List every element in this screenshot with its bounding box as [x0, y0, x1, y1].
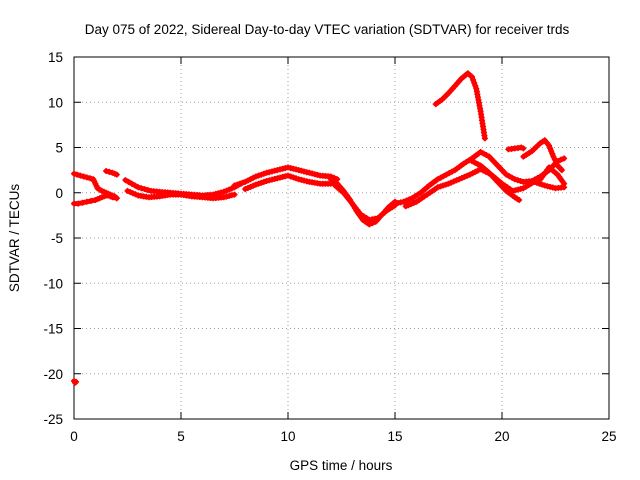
data-point — [138, 185, 145, 192]
data-point — [74, 171, 81, 178]
data-point — [561, 155, 568, 162]
point-group — [327, 176, 398, 228]
grid-lines — [74, 57, 609, 419]
data-point — [561, 180, 568, 187]
y-tick-label: 5 — [55, 141, 63, 156]
point-group — [124, 187, 238, 202]
data-point — [141, 186, 148, 193]
x-tick-label: 20 — [494, 429, 509, 444]
data-point — [511, 176, 518, 183]
y-tick-labels: -25 -20 -15 -10 -5 0 5 10 15 — [43, 50, 63, 427]
data-point — [73, 378, 80, 385]
data-point — [83, 174, 90, 181]
data-point — [406, 196, 413, 203]
x-tick-label: 5 — [177, 429, 185, 444]
y-tick-label: -20 — [43, 367, 63, 382]
data-point — [83, 198, 90, 205]
x-tick-labels: 0 5 10 15 20 25 — [70, 429, 616, 444]
y-tick-label: 0 — [55, 186, 63, 201]
data-point — [470, 76, 477, 83]
data-point — [128, 180, 135, 187]
data-point — [558, 167, 565, 174]
point-group — [505, 144, 527, 153]
data-point — [231, 191, 238, 198]
data-point — [113, 171, 120, 178]
data-point — [472, 82, 479, 89]
data-point — [106, 168, 113, 175]
data-point — [72, 379, 79, 386]
data-point — [77, 172, 84, 179]
x-tick-label: 10 — [280, 429, 295, 444]
chart-title: Day 075 of 2022, Sidereal Day-to-day VTE… — [85, 22, 570, 37]
point-group — [469, 158, 523, 203]
y-tick-label: 15 — [48, 50, 63, 65]
data-point — [244, 185, 251, 191]
data-point — [87, 175, 94, 182]
data-point — [516, 197, 523, 203]
point-group — [103, 168, 120, 178]
point-group — [432, 70, 488, 142]
point-group — [71, 170, 120, 202]
data-point — [88, 197, 95, 204]
x-tick-label: 25 — [601, 429, 616, 444]
axis-ticks — [73, 56, 610, 420]
data-point — [79, 199, 86, 206]
data-point — [514, 177, 521, 184]
data-point — [517, 178, 524, 184]
data-point — [557, 156, 564, 163]
data-point — [122, 177, 129, 184]
data-point — [481, 135, 488, 142]
y-tick-label: 10 — [48, 95, 63, 110]
data-point — [103, 168, 110, 174]
data-point — [403, 197, 410, 204]
point-group — [242, 172, 334, 193]
y-axis-label: SDTVAR / TECUs — [7, 184, 22, 293]
y-tick-label: -10 — [43, 276, 63, 291]
data-point — [471, 79, 478, 86]
y-tick-label: -5 — [51, 231, 63, 246]
data-point — [132, 182, 138, 189]
data-point — [75, 200, 82, 207]
x-axis-label: GPS time / hours — [290, 458, 393, 473]
y-tick-label: -25 — [43, 412, 63, 427]
data-marks — [71, 70, 568, 386]
point-group — [71, 378, 80, 386]
data-point — [71, 170, 77, 177]
y-tick-label: -15 — [43, 322, 63, 337]
x-tick-label: 0 — [70, 429, 78, 444]
data-point — [135, 184, 142, 191]
x-tick-label: 15 — [387, 429, 402, 444]
point-group — [402, 166, 568, 210]
data-point — [549, 150, 556, 157]
data-point — [469, 73, 475, 80]
data-point — [80, 173, 87, 180]
point-group — [332, 182, 398, 223]
data-point — [400, 198, 407, 205]
data-point — [520, 145, 527, 152]
point-group — [537, 164, 568, 187]
data-point — [144, 187, 151, 193]
data-point — [125, 178, 132, 185]
data-point — [113, 195, 120, 202]
data-point — [547, 145, 554, 152]
point-group — [520, 137, 565, 174]
point-group — [231, 164, 341, 189]
